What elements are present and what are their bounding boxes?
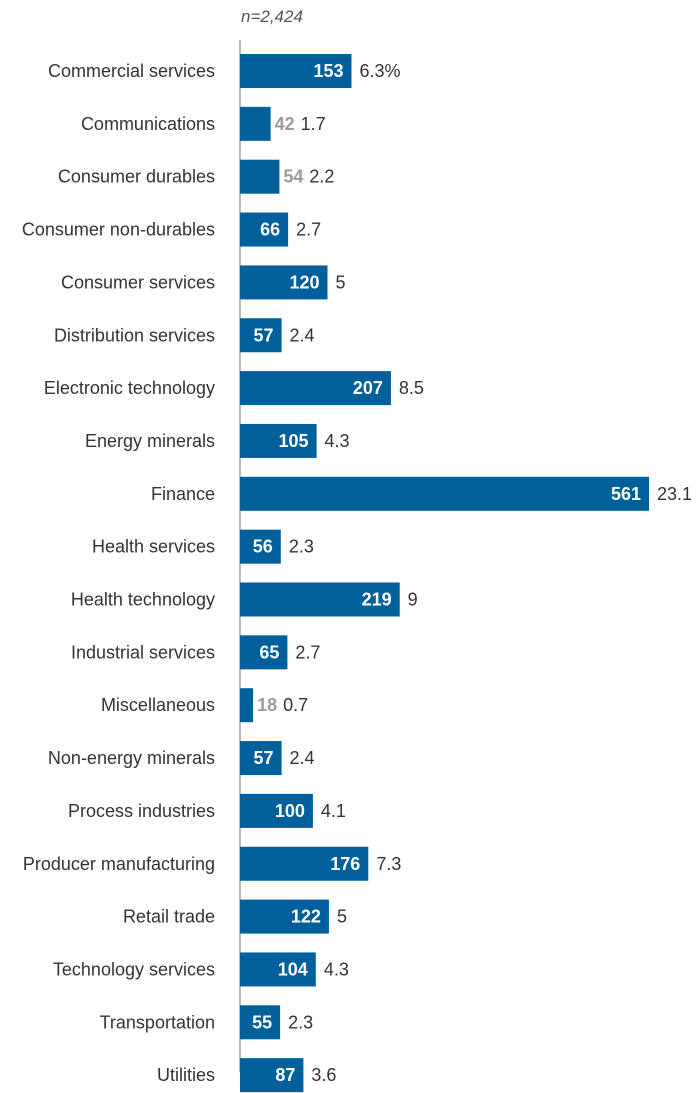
percent-label-non-energy-minerals: 2.4 — [290, 748, 315, 768]
bar-row-utilities: Utilities 87 3.6 — [157, 1058, 336, 1092]
category-label-producer-manufacturing: Producer manufacturing — [23, 854, 215, 874]
percent-label-transportation: 2.3 — [288, 1012, 313, 1032]
bar-finance — [240, 477, 649, 511]
value-label-consumer-durables: 54 — [283, 167, 303, 187]
bars-layer: Commercial services 153 6.3% Communications… — [22, 54, 692, 1092]
bar-row-distribution-services: Distribution services 57 2.4 — [54, 318, 315, 352]
category-label-commercial-services: Commercial services — [48, 61, 215, 81]
sample-size-note: n=2,424 — [241, 7, 303, 26]
value-label-health-technology: 219 — [362, 590, 392, 610]
percent-label-consumer-services: 5 — [335, 272, 345, 292]
percent-label-miscellaneous: 0.7 — [283, 695, 308, 715]
percent-label-industrial-services: 2.7 — [295, 642, 320, 662]
category-label-non-energy-minerals: Non-energy minerals — [48, 748, 215, 768]
bar-row-finance: Finance 561 23.1 — [151, 477, 692, 511]
category-label-transportation: Transportation — [100, 1012, 215, 1032]
bar-row-transportation: Transportation 55 2.3 — [100, 1005, 314, 1039]
percent-label-electronic-technology: 8.5 — [399, 378, 424, 398]
category-label-consumer-services: Consumer services — [61, 272, 215, 292]
category-label-distribution-services: Distribution services — [54, 325, 215, 345]
category-label-health-technology: Health technology — [71, 590, 215, 610]
percent-label-communications: 1.7 — [301, 114, 326, 134]
bar-row-producer-manufacturing: Producer manufacturing 176 7.3 — [23, 847, 401, 881]
bar-row-retail-trade: Retail trade 122 5 — [123, 900, 347, 934]
value-label-health-services: 56 — [253, 537, 273, 557]
percent-label-health-services: 2.3 — [289, 537, 314, 557]
value-label-non-energy-minerals: 57 — [254, 748, 274, 768]
bar-row-commercial-services: Commercial services 153 6.3% — [48, 54, 401, 88]
percent-label-commercial-services: 6.3% — [360, 61, 401, 81]
percent-label-finance: 23.1 — [657, 484, 692, 504]
bar-miscellaneous — [240, 688, 253, 722]
value-label-commercial-services: 153 — [313, 61, 343, 81]
percent-label-consumer-non-durables: 2.7 — [296, 220, 321, 240]
category-label-retail-trade: Retail trade — [123, 907, 215, 927]
bar-row-consumer-non-durables: Consumer non-durables 66 2.7 — [22, 213, 321, 247]
bar-row-energy-minerals: Energy minerals 105 4.3 — [85, 424, 350, 458]
percent-label-retail-trade: 5 — [337, 907, 347, 927]
percent-label-health-technology: 9 — [408, 590, 418, 610]
value-label-process-industries: 100 — [275, 801, 305, 821]
percent-label-utilities: 3.6 — [311, 1065, 336, 1085]
category-label-miscellaneous: Miscellaneous — [101, 695, 215, 715]
category-label-utilities: Utilities — [157, 1065, 215, 1085]
category-label-health-services: Health services — [92, 537, 215, 557]
bar-row-communications: Communications 42 1.7 — [81, 107, 326, 141]
bar-consumer-durables — [240, 160, 279, 194]
value-label-transportation: 55 — [252, 1012, 272, 1032]
category-label-industrial-services: Industrial services — [71, 642, 215, 662]
bar-row-consumer-services: Consumer services 120 5 — [61, 265, 346, 299]
percent-label-energy-minerals: 4.3 — [325, 431, 350, 451]
value-label-communications: 42 — [275, 114, 295, 134]
value-label-retail-trade: 122 — [291, 907, 321, 927]
bar-row-health-services: Health services 56 2.3 — [92, 530, 314, 564]
percent-label-process-industries: 4.1 — [321, 801, 346, 821]
value-label-electronic-technology: 207 — [353, 378, 383, 398]
category-label-finance: Finance — [151, 484, 215, 504]
percent-label-technology-services: 4.3 — [324, 959, 349, 979]
value-label-energy-minerals: 105 — [279, 431, 309, 451]
bar-row-health-technology: Health technology 219 9 — [71, 583, 418, 617]
bar-communications — [240, 107, 271, 141]
value-label-technology-services: 104 — [278, 959, 308, 979]
category-label-consumer-non-durables: Consumer non-durables — [22, 220, 215, 240]
percent-label-consumer-durables: 2.2 — [309, 167, 334, 187]
bar-row-industrial-services: Industrial services 65 2.7 — [71, 635, 320, 669]
bar-row-process-industries: Process industries 100 4.1 — [68, 794, 346, 828]
value-label-industrial-services: 65 — [259, 642, 279, 662]
category-label-process-industries: Process industries — [68, 801, 215, 821]
percent-label-distribution-services: 2.4 — [290, 325, 315, 345]
value-label-consumer-non-durables: 66 — [260, 220, 280, 240]
category-label-consumer-durables: Consumer durables — [58, 167, 215, 187]
category-label-communications: Communications — [81, 114, 215, 134]
bar-row-non-energy-minerals: Non-energy minerals 57 2.4 — [48, 741, 315, 775]
category-label-technology-services: Technology services — [53, 959, 215, 979]
category-label-energy-minerals: Energy minerals — [85, 431, 215, 451]
percent-label-producer-manufacturing: 7.3 — [376, 854, 401, 874]
value-label-miscellaneous: 18 — [257, 695, 277, 715]
value-label-utilities: 87 — [275, 1065, 295, 1085]
value-label-consumer-services: 120 — [289, 272, 319, 292]
bar-row-electronic-technology: Electronic technology 207 8.5 — [44, 371, 424, 405]
bar-row-consumer-durables: Consumer durables 54 2.2 — [58, 160, 334, 194]
bar-row-miscellaneous: Miscellaneous 18 0.7 — [101, 688, 308, 722]
value-label-distribution-services: 57 — [254, 325, 274, 345]
category-label-electronic-technology: Electronic technology — [44, 378, 215, 398]
value-label-producer-manufacturing: 176 — [330, 854, 360, 874]
value-label-finance: 561 — [611, 484, 641, 504]
bar-row-technology-services: Technology services 104 4.3 — [53, 952, 349, 986]
